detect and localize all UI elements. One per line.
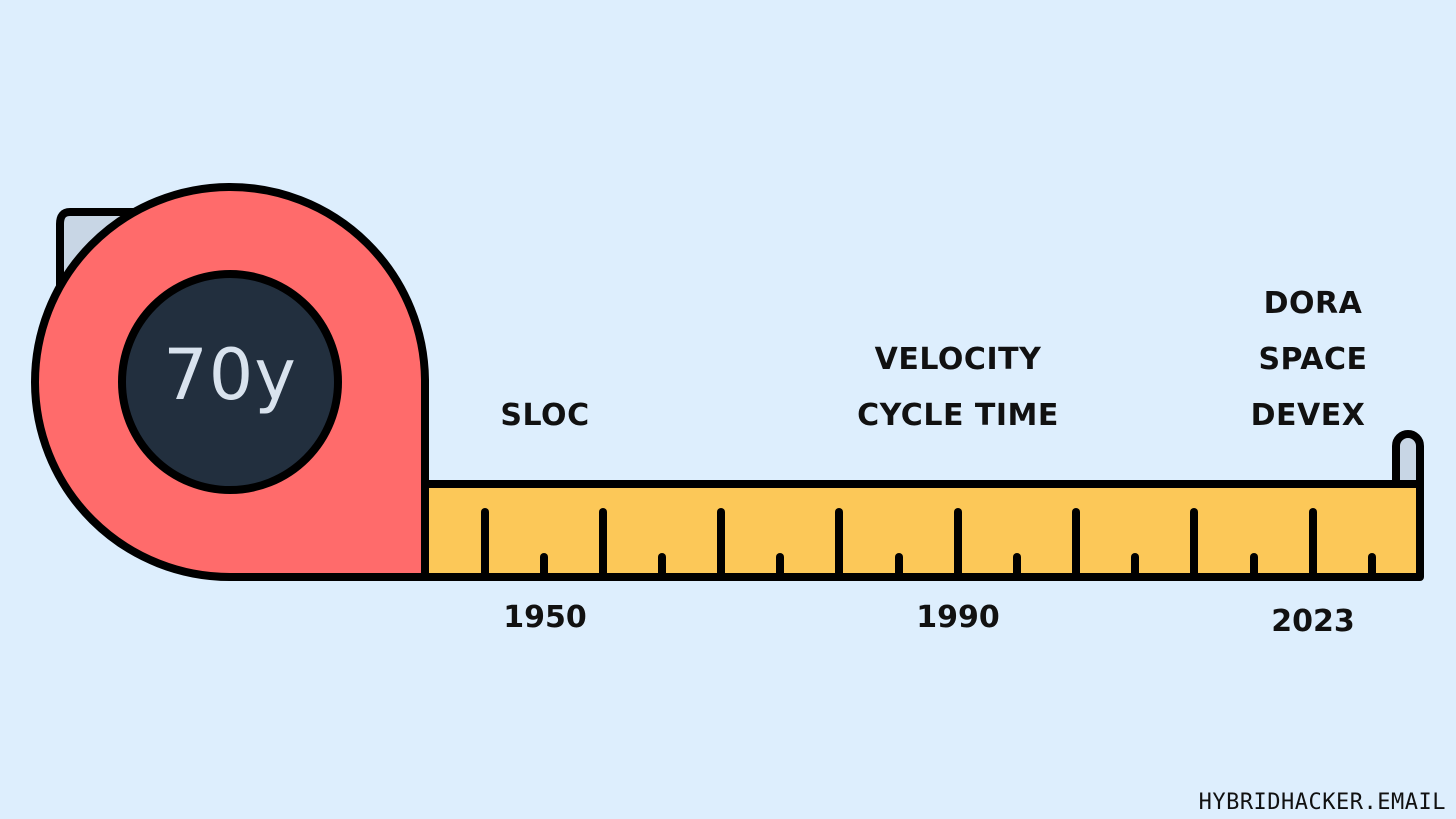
year-2023: 2023 (1271, 604, 1355, 639)
tape-center-disc (118, 270, 342, 494)
tape-end-hook-icon (1392, 430, 1424, 488)
brand-footer: HYBRIDHACKER.EMAIL (1198, 790, 1446, 815)
metric-velocity: VELOCITY (874, 342, 1042, 377)
metric-sloc: SLOC (500, 398, 590, 433)
metric-devex: DEVEX (1250, 398, 1366, 433)
year-1950: 1950 (503, 600, 587, 635)
tape-ticks (481, 508, 1376, 581)
metric-cycle-time: CYCLE TIME (857, 398, 1059, 433)
year-1990: 1990 (916, 600, 1000, 635)
metric-dora: DORA (1263, 286, 1363, 321)
tape-strip (421, 480, 1424, 581)
metric-space: SPACE (1258, 342, 1368, 377)
tape-center-label: 70y (163, 334, 297, 416)
